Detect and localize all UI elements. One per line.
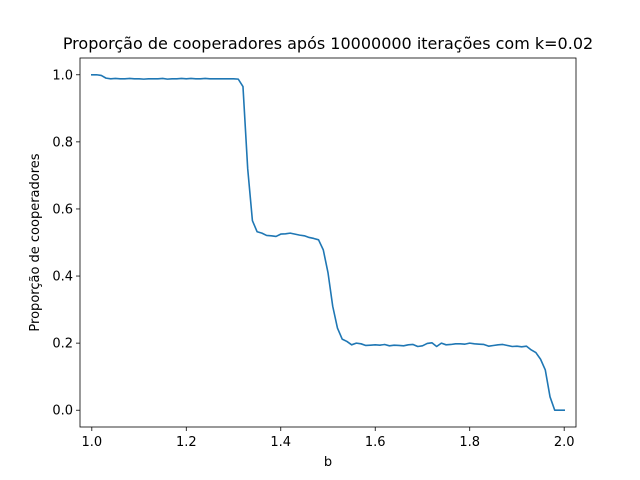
x-tick-label: 2.0 <box>554 435 575 450</box>
series-line <box>91 73 565 412</box>
y-tick-label: 0.6 <box>52 202 73 217</box>
y-tick-label: 0.4 <box>52 270 73 285</box>
x-tick-label: 1.0 <box>81 435 102 450</box>
y-axis-label: Proporção de cooperadores <box>28 153 43 331</box>
plot-frame <box>79 57 577 428</box>
x-tick-label: 1.2 <box>176 435 197 450</box>
x-axis: 1.0 1.2 1.4 1.6 1.8 2.0 <box>81 427 575 450</box>
y-tick-label: 0.8 <box>52 135 73 150</box>
y-tick-label: 1.0 <box>52 68 73 83</box>
plot-area <box>91 73 565 412</box>
y-axis: 0.0 0.2 0.4 0.6 0.8 1.0 <box>52 68 80 419</box>
y-tick-label: 0.0 <box>52 404 73 419</box>
x-tick-label: 1.8 <box>459 435 480 450</box>
y-tick-label: 0.2 <box>52 337 73 352</box>
x-tick-label: 1.6 <box>365 435 386 450</box>
x-axis-label: b <box>324 455 332 470</box>
x-tick-label: 1.4 <box>270 435 291 450</box>
chart-title: Proporção de cooperadores após 10000000 … <box>63 34 593 53</box>
